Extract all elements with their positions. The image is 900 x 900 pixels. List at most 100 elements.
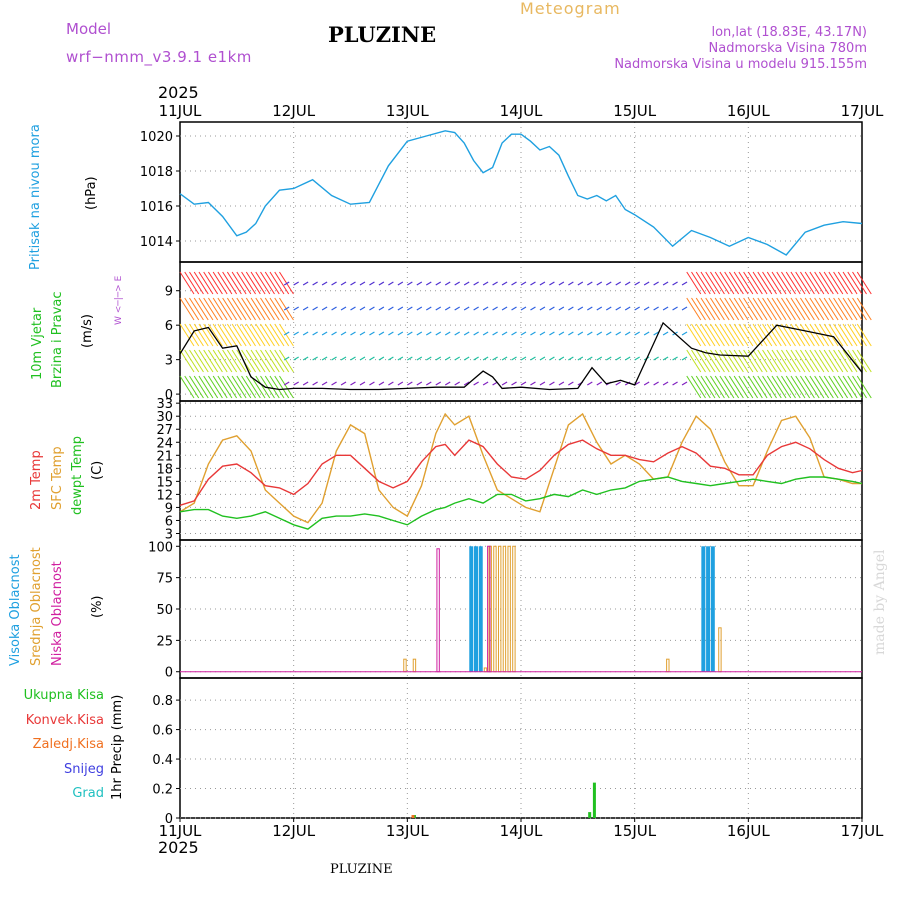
wind-barb — [397, 281, 404, 286]
wind-barb — [837, 297, 853, 321]
wind-barb — [359, 356, 366, 361]
wind-barb — [245, 271, 261, 295]
wind-barb — [520, 356, 527, 361]
wind-barb — [653, 306, 659, 311]
wind-barb — [511, 356, 517, 361]
temp-tick-label: 27 — [156, 423, 173, 438]
wind-barb — [350, 281, 356, 286]
wind-barb — [762, 349, 777, 373]
wind-barb — [695, 375, 711, 399]
cloud-tick-label: 25 — [156, 634, 173, 649]
wind-barb — [255, 323, 271, 347]
wind-barb — [856, 297, 872, 321]
wind-barb — [226, 297, 242, 321]
precip-legend-freezing: Zaledj.Kisa — [32, 737, 104, 752]
wind-barb — [785, 375, 801, 399]
wind-barb — [558, 356, 565, 361]
wind-barb — [222, 349, 238, 373]
cloud-bar-high — [469, 546, 474, 672]
x-tick-label-bottom: 15JUL — [613, 822, 656, 840]
wind-barb — [407, 281, 413, 286]
wind-barb — [222, 297, 238, 321]
wind-barb — [236, 375, 252, 399]
wind-barb — [733, 375, 749, 399]
wind-barb — [435, 306, 442, 311]
year-label-bottom: 2025 — [158, 838, 199, 857]
wind-barb — [771, 271, 787, 295]
wind-barb — [643, 381, 650, 386]
wind-barb — [724, 375, 740, 399]
wind-barb — [482, 306, 489, 311]
wind-barb — [800, 297, 815, 321]
wind-barb — [331, 281, 337, 286]
wind-barb — [577, 331, 584, 336]
wind-barb — [728, 323, 744, 347]
wind-barb — [193, 271, 209, 295]
wind-barb — [245, 349, 261, 373]
wind-barb — [781, 323, 796, 347]
wind-barb — [179, 375, 195, 399]
wind-barb — [814, 375, 830, 399]
wind-barb — [222, 375, 238, 399]
wind-barb — [231, 349, 247, 373]
wind-barb — [705, 297, 721, 321]
wind-barb — [752, 349, 768, 373]
wind-barb — [568, 356, 574, 361]
wind-barb — [179, 323, 195, 347]
wind-barb — [724, 297, 740, 321]
wind-barb — [321, 306, 328, 311]
x-tick-label-bottom: 12JUL — [272, 822, 315, 840]
wind-barb — [790, 297, 806, 321]
wind-barb — [785, 297, 801, 321]
wind-barb — [800, 349, 815, 373]
wind-barb — [695, 323, 711, 347]
wind-barb — [212, 349, 228, 373]
wind-barb — [241, 349, 256, 373]
wind-barb — [568, 331, 574, 336]
wind-barb — [728, 349, 744, 373]
temp-tick-label: 18 — [156, 462, 173, 477]
wind-barb — [511, 281, 517, 286]
wind-barb — [264, 323, 280, 347]
x-tick-label-bottom: 17JUL — [841, 822, 884, 840]
wind-barb — [245, 323, 261, 347]
wind-barb — [454, 281, 461, 286]
wind-barb — [624, 356, 631, 361]
wind-barb — [624, 331, 631, 336]
wind-barb — [733, 271, 749, 295]
elevation-label: Nadmorska Visina 780m — [708, 41, 868, 56]
wind-barb — [193, 349, 209, 373]
wind-barb — [359, 281, 366, 286]
temp-tick-label: 12 — [156, 488, 173, 503]
wind-barb — [260, 349, 275, 373]
wind-barb — [757, 297, 773, 321]
pressure-tick-label: 1018 — [140, 165, 173, 180]
wind-barb — [473, 281, 479, 286]
precip-bar-total — [588, 812, 592, 818]
wind-barb — [283, 281, 290, 286]
x-tick-label-top: 17JUL — [841, 102, 884, 120]
cloud-tick-label: 0 — [165, 666, 173, 681]
wind-barb — [212, 323, 228, 347]
wind-barb — [738, 375, 754, 399]
wind-barb — [245, 297, 261, 321]
wind-barb — [425, 381, 432, 386]
wind-barb — [530, 281, 536, 286]
wind-barb — [189, 323, 204, 347]
cloud-bar-high — [474, 546, 479, 672]
wind-barb — [624, 281, 631, 286]
wind-barb — [520, 331, 527, 336]
wind-barb — [269, 271, 285, 295]
wind-barb — [340, 356, 347, 361]
x-tick-label-bottom: 16JUL — [727, 822, 770, 840]
wind-barb — [425, 281, 432, 286]
wind-barb — [823, 349, 839, 373]
wind-barb — [269, 349, 285, 373]
wind-barb — [539, 356, 546, 361]
wind-barb — [634, 281, 640, 286]
wind-barb — [596, 381, 603, 386]
wind-barb — [842, 323, 858, 347]
wind-barb — [482, 331, 489, 336]
wind-barb — [833, 297, 849, 321]
wind-barb — [809, 349, 825, 373]
